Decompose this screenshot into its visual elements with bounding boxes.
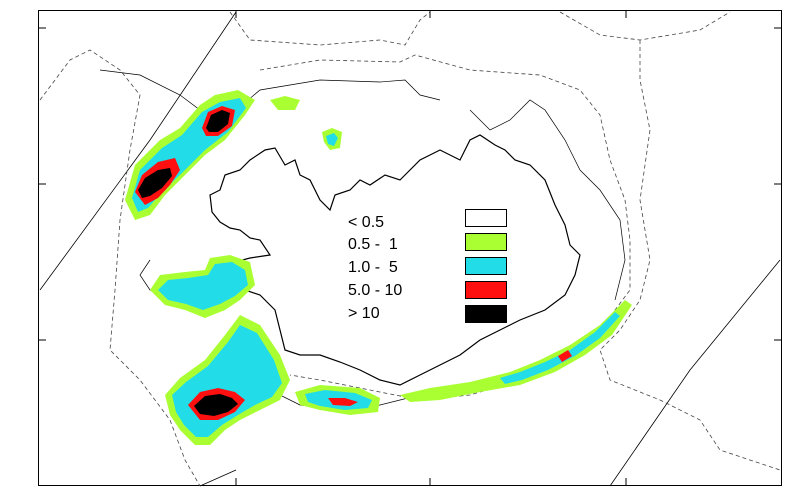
axis-ticks xyxy=(38,10,782,486)
band-red-se xyxy=(558,350,572,362)
band-green-n1 xyxy=(270,96,300,110)
band-cyan-w xyxy=(158,262,248,310)
legend-label-4: 5.0 - 10 xyxy=(348,282,403,299)
legend-swatch-4 xyxy=(465,281,507,299)
depth-contour-outer xyxy=(39,11,781,487)
band-black-nw xyxy=(138,168,172,198)
legend-label-2: 0.5 - 1 xyxy=(348,236,398,253)
legend-swatch-3 xyxy=(465,257,507,275)
legend-swatch-1 xyxy=(465,209,507,227)
band-red-s xyxy=(328,398,358,406)
legend-swatch-2 xyxy=(465,233,507,251)
band-cyan-se xyxy=(500,312,620,384)
legend-label-5: > 10 xyxy=(348,305,380,322)
concentration-bands xyxy=(125,90,632,445)
legend-label-3: 1.0 - 5 xyxy=(348,259,398,276)
band-green-se xyxy=(400,300,632,402)
map-frame xyxy=(38,10,782,486)
band-black-nw2 xyxy=(206,110,230,132)
boundary-lines xyxy=(39,11,781,487)
legend-swatch-5 xyxy=(465,305,507,323)
legend-label-1: < 0.5 xyxy=(348,214,385,231)
band-cyan-n2 xyxy=(326,133,338,146)
band-black-sw xyxy=(194,394,238,416)
shelf-contour xyxy=(99,69,626,411)
